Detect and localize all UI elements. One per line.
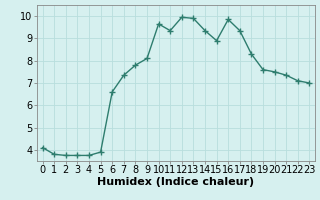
X-axis label: Humidex (Indice chaleur): Humidex (Indice chaleur): [97, 177, 255, 187]
